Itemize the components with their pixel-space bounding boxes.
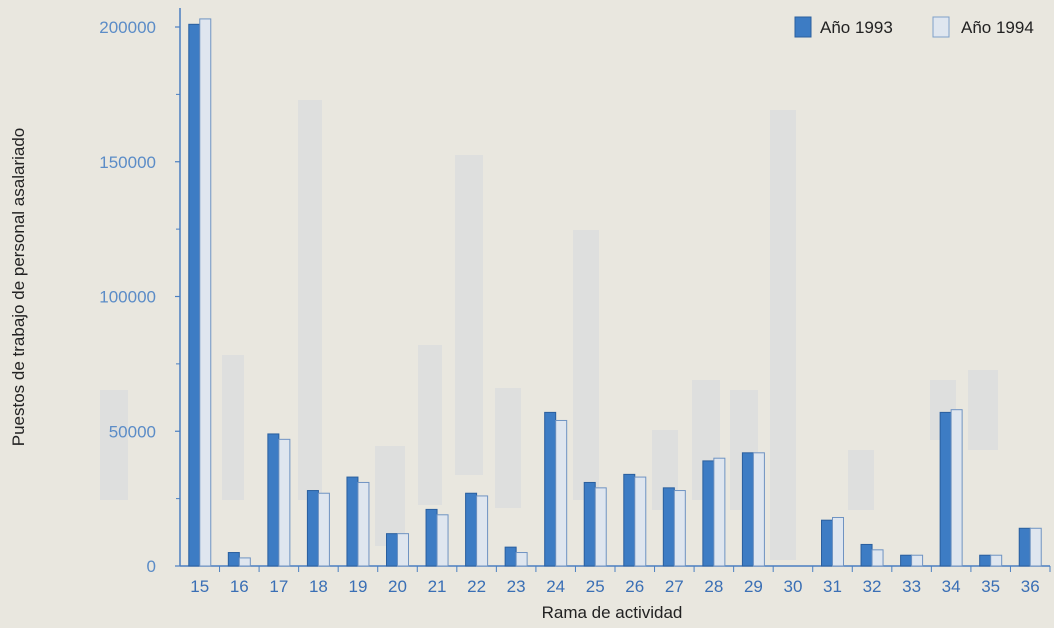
bar-1994-15 [199, 18, 212, 567]
x-tick-label: 29 [744, 577, 763, 596]
bleed-through-shape [418, 345, 442, 505]
legend-swatch-1993 [794, 16, 812, 38]
y-tick-label: 0 [147, 557, 156, 576]
bleed-through-shape [848, 450, 874, 510]
x-tick-label: 17 [269, 577, 288, 596]
y-tick-label: 100000 [99, 288, 156, 307]
x-tick-label: 22 [467, 577, 486, 596]
bar-1994-19 [357, 481, 370, 567]
y-tick-label: 200000 [99, 18, 156, 37]
x-tick-label: 20 [388, 577, 407, 596]
legend-label-1994: Año 1994 [961, 18, 1034, 37]
bars [188, 18, 1042, 567]
bar-1993-35 [979, 554, 992, 567]
x-axis-title: Rama de actividad [542, 603, 683, 622]
bleed-through-shape [573, 230, 599, 500]
bar-1993-16 [227, 552, 240, 567]
bar-1994-32 [871, 549, 884, 567]
bleed-through-shape [222, 355, 244, 500]
bar-1994-31 [832, 516, 844, 567]
bar-1993-21 [425, 508, 438, 567]
bar-1994-34 [950, 409, 963, 567]
bleed-through-background [100, 100, 998, 560]
bar-1994-27 [673, 490, 686, 567]
bar-1993-31 [821, 519, 833, 567]
y-tick-label: 50000 [109, 422, 156, 441]
y-ticks: 0 50000 100000 150000 200000 [99, 18, 180, 576]
bar-1993-24 [544, 411, 557, 567]
x-tick-label: 35 [981, 577, 1000, 596]
bar-1993-26 [623, 473, 636, 567]
x-tick-label: 36 [1021, 577, 1040, 596]
legend-label-1993: Año 1993 [820, 18, 893, 37]
bar-1994-33 [911, 554, 924, 567]
x-tick-label: 31 [823, 577, 842, 596]
bar-1993-27 [662, 487, 675, 567]
bar-1994-17 [278, 438, 291, 567]
bar-1993-34 [939, 411, 952, 567]
bleed-through-shape [375, 446, 405, 546]
bar-1994-18 [317, 492, 330, 567]
x-tick-label: 23 [507, 577, 526, 596]
bar-1993-28 [702, 460, 715, 567]
y-axis-title: Puestos de trabajo de personal asalariad… [9, 128, 28, 447]
y-tick-label: 150000 [99, 153, 156, 172]
legend: Año 1993 Año 1994 [794, 16, 1034, 38]
x-ticks: 15 16 17 18 19 20 21 22 23 24 25 26 27 28 29 30 31 32 33 34… [190, 566, 1051, 596]
bar-1993-23 [504, 546, 517, 567]
bleed-through-shape [968, 370, 998, 450]
x-tick-label: 16 [230, 577, 249, 596]
bleed-through-shape [455, 155, 483, 475]
bar-1993-17 [267, 433, 280, 567]
bar-1994-21 [436, 514, 449, 567]
bar-1994-26 [634, 476, 647, 567]
bar-1993-22 [465, 492, 478, 567]
x-tick-label: 26 [625, 577, 644, 596]
x-tick-label: 24 [546, 577, 565, 596]
x-tick-label: 33 [902, 577, 921, 596]
x-tick-label: 34 [942, 577, 961, 596]
x-tick-label: 27 [665, 577, 684, 596]
bar-1993-18 [306, 490, 319, 567]
x-tick-label: 25 [586, 577, 605, 596]
bar-1994-24 [555, 419, 568, 567]
bar-1994-20 [397, 533, 409, 567]
x-tick-label: 15 [190, 577, 209, 596]
bleed-through-shape [770, 110, 796, 560]
bar-1994-23 [515, 552, 528, 567]
x-tick-label: 28 [704, 577, 723, 596]
bleed-through-shape [100, 390, 128, 500]
bar-1994-28 [713, 457, 726, 567]
x-tick-label: 30 [783, 577, 802, 596]
bar-1993-15 [188, 23, 201, 567]
bar-1993-20 [386, 533, 398, 567]
bar-1993-33 [900, 554, 913, 567]
bar-1993-19 [346, 476, 359, 567]
legend-swatch-1994 [932, 16, 950, 38]
bar-1993-25 [583, 481, 596, 567]
bleed-through-shape [495, 388, 521, 508]
x-tick-label: 19 [348, 577, 367, 596]
bar-1994-22 [476, 495, 489, 567]
x-tick-label: 21 [428, 577, 447, 596]
bar-1994-36 [1029, 527, 1042, 567]
x-tick-label: 18 [309, 577, 328, 596]
bar-1994-35 [990, 554, 1003, 567]
bar-1994-16 [238, 557, 251, 567]
bleed-through-shape [298, 100, 322, 500]
bar-1993-36 [1018, 527, 1031, 567]
x-tick-label: 32 [863, 577, 882, 596]
bar-1993-29 [741, 452, 754, 567]
bar-1994-29 [752, 452, 765, 567]
bar-1993-32 [860, 543, 873, 567]
bar-1994-25 [594, 487, 607, 567]
